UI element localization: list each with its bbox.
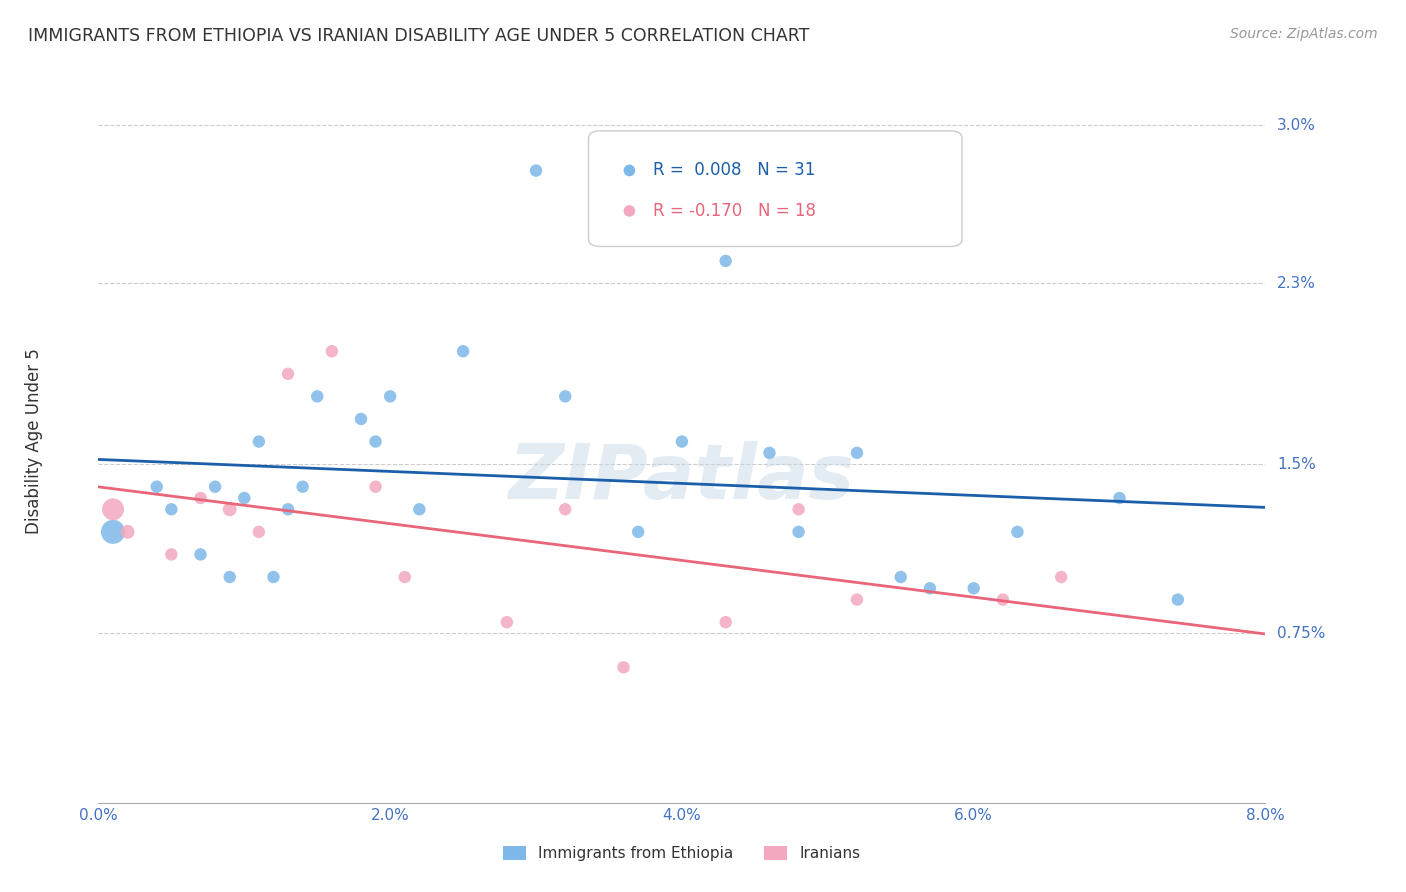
Point bbox=[890, 570, 912, 584]
Point bbox=[758, 446, 780, 460]
Point bbox=[321, 344, 343, 359]
Point bbox=[218, 502, 240, 516]
FancyBboxPatch shape bbox=[589, 131, 962, 246]
Text: IMMIGRANTS FROM ETHIOPIA VS IRANIAN DISABILITY AGE UNDER 5 CORRELATION CHART: IMMIGRANTS FROM ETHIOPIA VS IRANIAN DISA… bbox=[28, 27, 810, 45]
Point bbox=[991, 592, 1014, 607]
Point bbox=[204, 480, 226, 494]
Text: ZIPatlas: ZIPatlas bbox=[509, 441, 855, 515]
Legend: Immigrants from Ethiopia, Iranians: Immigrants from Ethiopia, Iranians bbox=[498, 840, 866, 867]
Point bbox=[1007, 524, 1029, 539]
Point bbox=[277, 367, 299, 381]
Point bbox=[218, 570, 240, 584]
Point bbox=[714, 615, 737, 630]
Point bbox=[1108, 491, 1130, 505]
Point bbox=[524, 163, 547, 178]
Text: Source: ZipAtlas.com: Source: ZipAtlas.com bbox=[1230, 27, 1378, 41]
Point bbox=[408, 502, 430, 516]
Point bbox=[394, 570, 416, 584]
Point bbox=[364, 434, 387, 449]
Point bbox=[845, 446, 868, 460]
Point bbox=[364, 480, 387, 494]
Point bbox=[612, 660, 634, 674]
Point bbox=[845, 592, 868, 607]
Point bbox=[247, 524, 270, 539]
Point bbox=[554, 389, 576, 403]
Point bbox=[451, 344, 474, 359]
Point bbox=[671, 434, 693, 449]
Point bbox=[247, 434, 270, 449]
Text: Disability Age Under 5: Disability Age Under 5 bbox=[25, 349, 44, 534]
Point bbox=[101, 524, 124, 539]
Point bbox=[277, 502, 299, 516]
Point bbox=[1167, 592, 1189, 607]
Point bbox=[1050, 570, 1073, 584]
Text: 0.75%: 0.75% bbox=[1277, 626, 1326, 641]
Point bbox=[190, 491, 212, 505]
Point bbox=[918, 582, 941, 596]
Point bbox=[233, 491, 256, 505]
Point bbox=[962, 582, 984, 596]
Point bbox=[190, 548, 212, 562]
Point bbox=[160, 502, 183, 516]
Point bbox=[160, 548, 183, 562]
Point bbox=[787, 502, 810, 516]
Point bbox=[380, 389, 402, 403]
Point bbox=[350, 412, 373, 426]
Text: R = -0.170   N = 18: R = -0.170 N = 18 bbox=[652, 202, 815, 220]
Text: 2.3%: 2.3% bbox=[1277, 276, 1316, 291]
Text: 1.5%: 1.5% bbox=[1277, 457, 1316, 472]
Point bbox=[101, 502, 124, 516]
Point bbox=[714, 253, 737, 268]
Point bbox=[554, 502, 576, 516]
Point bbox=[787, 524, 810, 539]
Point bbox=[117, 524, 139, 539]
Point bbox=[262, 570, 284, 584]
Point bbox=[291, 480, 314, 494]
Point bbox=[307, 389, 329, 403]
Point bbox=[146, 480, 169, 494]
Point bbox=[627, 524, 650, 539]
Text: R =  0.008   N = 31: R = 0.008 N = 31 bbox=[652, 161, 815, 179]
Point bbox=[496, 615, 519, 630]
Text: 3.0%: 3.0% bbox=[1277, 118, 1316, 133]
